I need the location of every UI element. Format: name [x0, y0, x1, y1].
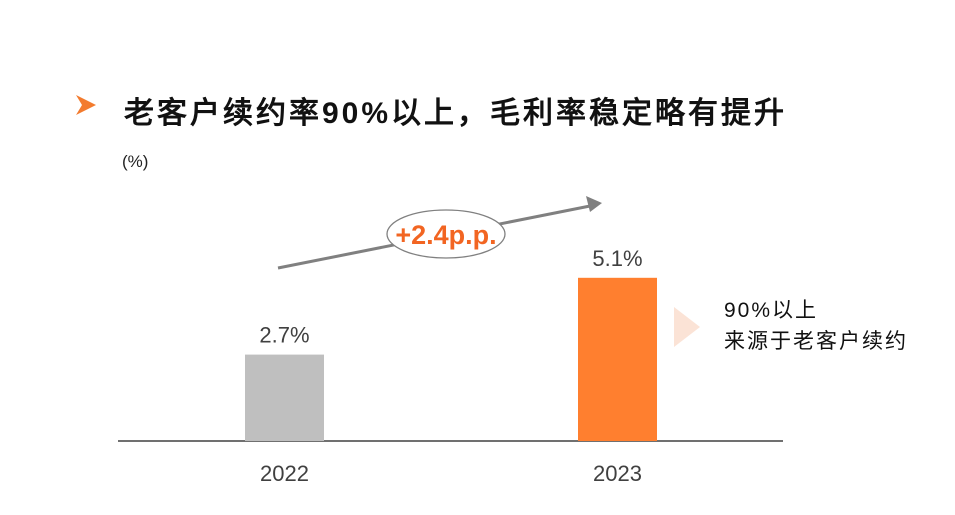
- bar-2023: [578, 277, 657, 441]
- trend-arrowhead: [586, 196, 602, 212]
- x-tick-label: 2023: [593, 461, 642, 486]
- side-note: 90%以上 来源于老客户续约: [724, 295, 908, 357]
- note-line-2: 来源于老客户续约: [724, 330, 908, 353]
- data-label: 2.7%: [259, 323, 309, 348]
- y-axis-unit: (%): [122, 152, 149, 171]
- bullet-arrow-icon: [76, 95, 96, 115]
- x-tick-label: 2022: [260, 461, 309, 486]
- note-pointer-icon: [674, 307, 700, 347]
- slide-title: 老客户续约率90%以上，毛利率稳定略有提升: [124, 97, 788, 130]
- note-line-1: 90%以上: [724, 299, 819, 322]
- annotation-ellipse: [386, 209, 506, 259]
- annotation-label: +2.4p.p.: [395, 220, 496, 250]
- data-label: 5.1%: [592, 246, 642, 271]
- bar-2022: [245, 354, 324, 441]
